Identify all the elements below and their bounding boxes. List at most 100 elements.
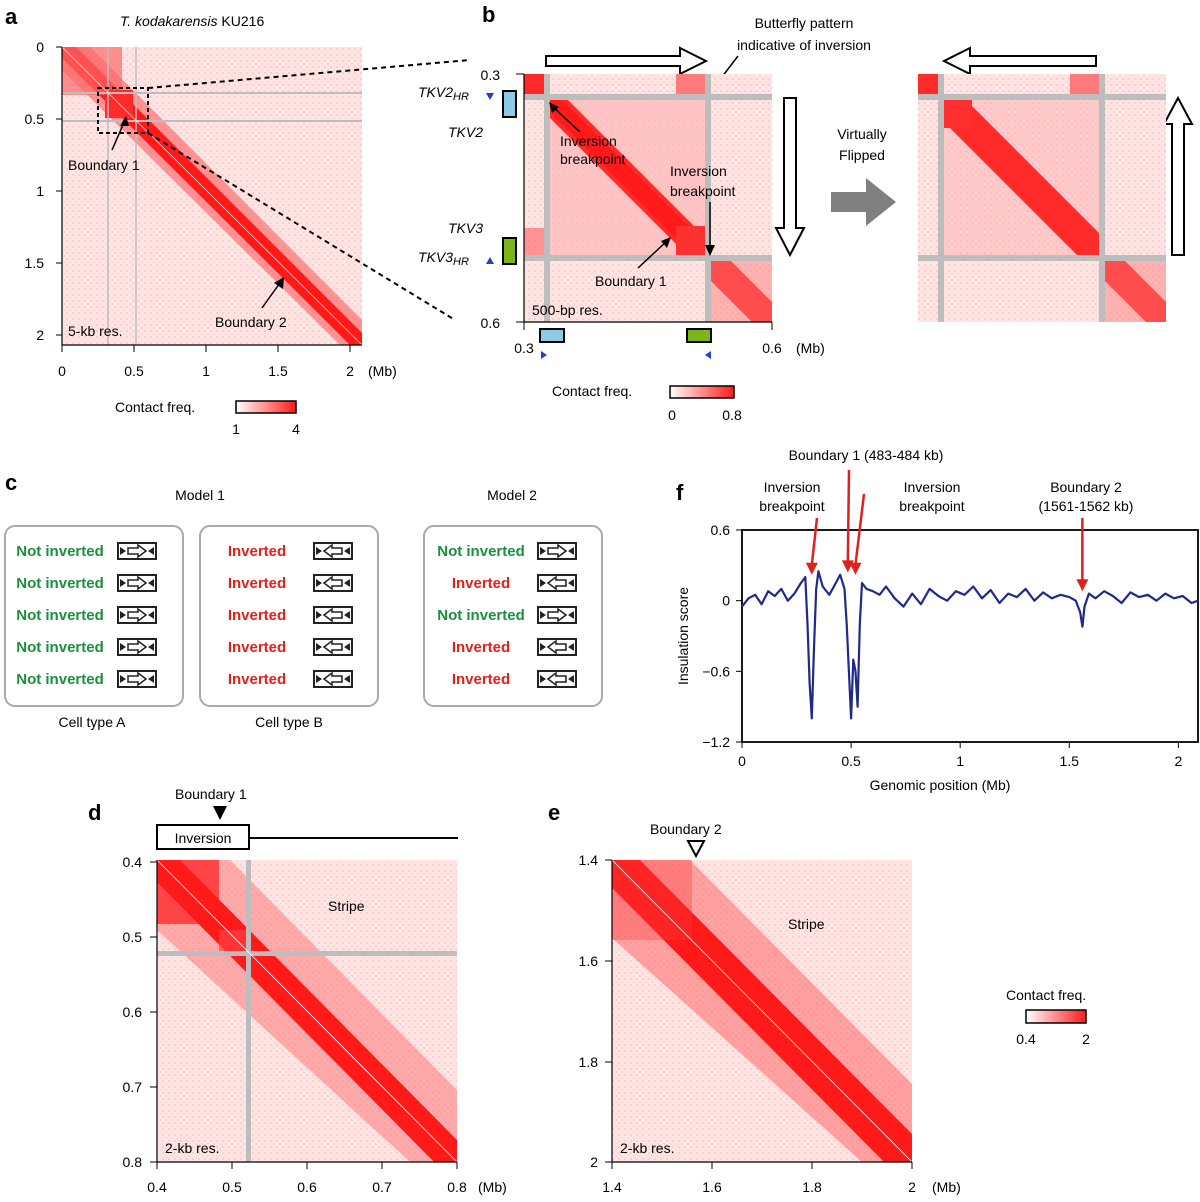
panel-b-flipped-line2: Flipped xyxy=(839,147,885,163)
panel-f-data-point xyxy=(828,594,830,596)
panel-f-xtick-label: 1 xyxy=(956,753,964,769)
panel-f-data-point xyxy=(902,605,905,608)
panel-b-flipped-heatmap xyxy=(918,74,1166,322)
panel-f-data-point xyxy=(857,706,859,708)
panel-e-colorbar xyxy=(1025,1009,1087,1024)
panel-b-unit: (Mb) xyxy=(796,340,825,356)
panel-c-status-text: Inverted xyxy=(452,639,510,656)
panel-f-data-point xyxy=(852,658,854,661)
panel-f-data-point xyxy=(809,682,811,684)
panel-b-inv-bp2-arrowhead xyxy=(705,245,715,256)
cassette-forward-arrow-icon xyxy=(127,543,148,559)
cassette-right-triangle-icon xyxy=(344,643,350,651)
panel-d-ytick: 0.5 xyxy=(123,929,143,945)
panel-b-tkv2hr-main: TKV2 xyxy=(418,84,453,100)
cassette-reverse-arrow-icon xyxy=(322,639,343,655)
panel-b-tkv3hr-sub: HR xyxy=(453,256,469,268)
panel-f-arrow-boundary1 xyxy=(846,469,851,563)
cassette-right-triangle-icon xyxy=(344,547,350,555)
cassette-left-triangle-icon xyxy=(540,579,546,587)
cassette-left-triangle-icon xyxy=(120,579,126,587)
panel-f-frame xyxy=(741,529,1199,743)
panel-f-data-point xyxy=(1051,597,1053,599)
panel-e-xtick: 2 xyxy=(908,1179,916,1195)
panel-b-tkv2-label: TKV2 xyxy=(448,124,483,140)
panel-f-boundary1-annotation: Boundary 1 (483-484 kb) xyxy=(789,447,944,463)
panel-d-resolution: 2-kb res. xyxy=(165,1140,219,1156)
cassette-right-triangle-icon xyxy=(568,547,574,555)
cassette-right-triangle-icon xyxy=(568,611,574,619)
panel-b-label: b xyxy=(482,2,495,27)
panel-b-ytick-bottom: 0.6 xyxy=(481,315,501,331)
cassette-left-triangle-icon xyxy=(316,611,322,619)
panel-b-xtick-right: 0.6 xyxy=(762,340,782,356)
panel-e-ytick: 1.4 xyxy=(579,852,599,868)
cassette-right-triangle-icon xyxy=(344,579,350,587)
panel-a-xtick: 1 xyxy=(202,363,210,379)
panel-d-ytick: 0.4 xyxy=(123,854,143,870)
panel-b-flip-arrow xyxy=(831,178,896,226)
cassette-left-triangle-icon xyxy=(540,547,546,555)
panel-e-xtick: 1.8 xyxy=(802,1179,822,1195)
panel-d-xtick: 0.7 xyxy=(372,1179,392,1195)
panel-f-data-point xyxy=(990,589,992,591)
panel-f-data-point xyxy=(946,600,948,602)
panel-a-xtick: 1.5 xyxy=(268,363,288,379)
panel-f-data-point xyxy=(1079,611,1081,614)
panel-c-status-text: Not inverted xyxy=(16,543,104,560)
panel-f-data-point xyxy=(1007,593,1009,595)
panel-c-box-a xyxy=(4,525,184,707)
panel-b-inv-bp1-line2: breakpoint xyxy=(560,151,625,167)
panel-f-inv-left-line1: Inversion xyxy=(764,479,821,495)
panel-f-data-point xyxy=(1190,602,1193,604)
panel-b-xtick-left: 0.3 xyxy=(514,340,534,356)
panel-f-ylabel: Insulation score xyxy=(675,587,691,685)
cassette-right-triangle-icon xyxy=(148,643,154,651)
panel-e-label: e xyxy=(548,800,560,825)
panel-f-data-point xyxy=(1094,597,1097,599)
cassette-left-triangle-icon xyxy=(316,547,322,555)
panel-c-status-text: Inverted xyxy=(452,671,510,688)
panel-f-xtick-label: 0 xyxy=(738,753,746,769)
panel-b-tkv3-xbox xyxy=(686,328,712,343)
panel-b-colorbar-title: Contact freq. xyxy=(552,383,632,399)
panel-f-data-point xyxy=(854,670,857,672)
panel-f-data-point xyxy=(1016,596,1018,598)
cassette-right-triangle-icon xyxy=(568,643,574,651)
panel-e-colorbar-title: Contact freq. xyxy=(1006,987,1086,1003)
panel-f-data-point xyxy=(780,588,782,590)
panel-c-status-text: Inverted xyxy=(228,543,286,560)
panel-f-data-point xyxy=(894,597,896,599)
panel-e-xtick: 1.6 xyxy=(702,1179,722,1195)
panel-b-arrow-right xyxy=(545,46,709,76)
panel-f-data-point xyxy=(1025,588,1027,590)
panel-c-status-text: Not inverted xyxy=(437,543,525,560)
panel-b-tkv3hr-main: TKV3 xyxy=(418,249,453,265)
cassette-reverse-arrow-icon xyxy=(322,671,343,687)
panel-f-data-point xyxy=(1155,600,1158,602)
panel-f-data-point xyxy=(843,588,846,590)
panel-b-arrow-up xyxy=(1162,95,1194,256)
panel-b-tkv2hr-marker xyxy=(486,93,494,100)
panel-a-label: a xyxy=(5,4,18,29)
panel-c-col-c: Not inverted Inverted Not inverted Inverted… xyxy=(437,542,577,688)
panel-f-data-point xyxy=(963,594,966,596)
panel-f-data-point xyxy=(850,717,852,720)
panel-d-xtick: 0.8 xyxy=(447,1179,467,1195)
panel-c-box-b xyxy=(199,525,379,707)
panel-a-ytick: 1 xyxy=(36,183,44,199)
panel-e-unit: (Mb) xyxy=(932,1179,961,1195)
panel-f-boundary2-line1: Boundary 2 xyxy=(1050,479,1122,495)
panel-b-butterfly-line2: indicative of inversion xyxy=(737,37,871,53)
panel-f-inv-left-line2: breakpoint xyxy=(759,498,824,514)
panel-b-tkv3-label: TKV3 xyxy=(448,220,483,236)
panel-c-status-text: Inverted xyxy=(228,671,286,688)
panel-e-stripe: Stripe xyxy=(788,916,825,932)
panel-e-resolution: 2-kb res. xyxy=(620,1140,674,1156)
panel-d-ytick: 0.6 xyxy=(123,1004,143,1020)
panel-f-ytick-label: −0.6 xyxy=(702,663,730,679)
panel-b-butterfly-line1: Butterfly pattern xyxy=(755,15,854,31)
panel-e-boundary-label: Boundary 2 xyxy=(650,821,722,837)
panel-b-tkv2hr-xmarker xyxy=(541,351,547,359)
panel-b-colorbar xyxy=(669,385,735,399)
